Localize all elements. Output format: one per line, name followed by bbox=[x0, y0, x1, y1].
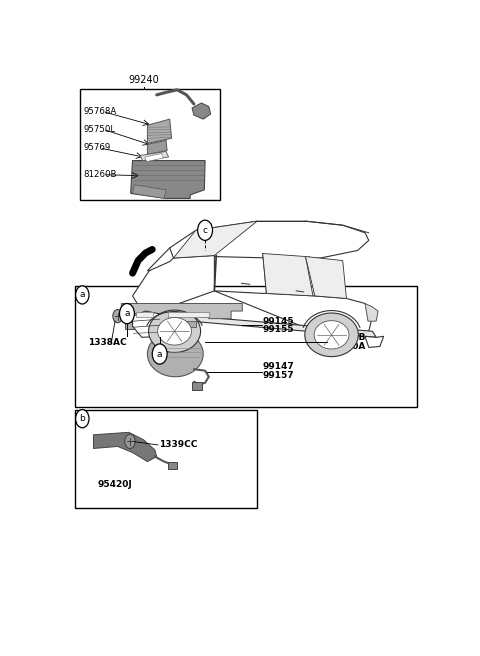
Polygon shape bbox=[215, 291, 372, 337]
Polygon shape bbox=[140, 152, 168, 161]
Polygon shape bbox=[132, 255, 215, 311]
Polygon shape bbox=[121, 304, 242, 319]
Polygon shape bbox=[263, 253, 313, 296]
Polygon shape bbox=[314, 321, 349, 349]
Text: 95750L: 95750L bbox=[84, 125, 116, 134]
Polygon shape bbox=[132, 311, 376, 337]
Polygon shape bbox=[173, 221, 257, 258]
Polygon shape bbox=[157, 318, 192, 345]
Polygon shape bbox=[149, 310, 201, 352]
Circle shape bbox=[76, 409, 89, 428]
Text: 99145: 99145 bbox=[263, 317, 294, 325]
Polygon shape bbox=[136, 312, 153, 317]
Polygon shape bbox=[147, 221, 369, 271]
Text: 95769: 95769 bbox=[84, 144, 111, 152]
Text: 99150A: 99150A bbox=[328, 342, 366, 351]
Polygon shape bbox=[147, 119, 172, 144]
Polygon shape bbox=[94, 432, 156, 462]
Text: 95420J: 95420J bbox=[97, 480, 132, 489]
Text: 99140B: 99140B bbox=[328, 333, 366, 342]
Polygon shape bbox=[132, 311, 162, 337]
Text: 99157: 99157 bbox=[263, 371, 294, 380]
Bar bbox=[168, 462, 177, 468]
Polygon shape bbox=[147, 140, 167, 155]
Text: 95768A: 95768A bbox=[84, 107, 117, 116]
Polygon shape bbox=[305, 313, 359, 357]
Polygon shape bbox=[131, 161, 205, 198]
Text: 1338AC: 1338AC bbox=[88, 338, 127, 347]
Polygon shape bbox=[147, 331, 203, 377]
Circle shape bbox=[198, 220, 213, 240]
Circle shape bbox=[125, 434, 135, 449]
Text: 1339CC: 1339CC bbox=[158, 440, 197, 449]
Polygon shape bbox=[305, 256, 347, 298]
Text: 99240: 99240 bbox=[128, 75, 159, 85]
Text: a: a bbox=[80, 291, 85, 299]
Text: b: b bbox=[80, 414, 85, 423]
Polygon shape bbox=[132, 185, 166, 198]
Text: c: c bbox=[203, 226, 207, 235]
Polygon shape bbox=[175, 321, 196, 327]
Text: a: a bbox=[124, 309, 130, 318]
Bar bbox=[75, 286, 417, 407]
Text: 99147: 99147 bbox=[263, 362, 295, 371]
Text: a: a bbox=[157, 350, 162, 359]
Circle shape bbox=[152, 344, 167, 364]
Bar bbox=[81, 89, 220, 200]
Polygon shape bbox=[365, 304, 378, 321]
Text: 81260B: 81260B bbox=[84, 170, 117, 179]
Bar bbox=[192, 382, 203, 390]
Circle shape bbox=[113, 310, 122, 323]
Polygon shape bbox=[168, 312, 209, 317]
Polygon shape bbox=[125, 314, 134, 329]
Polygon shape bbox=[192, 103, 211, 119]
Circle shape bbox=[120, 304, 134, 323]
Bar bbox=[75, 409, 257, 508]
Text: 99155: 99155 bbox=[263, 325, 294, 335]
Polygon shape bbox=[145, 154, 163, 161]
Circle shape bbox=[76, 286, 89, 304]
Polygon shape bbox=[365, 337, 384, 348]
